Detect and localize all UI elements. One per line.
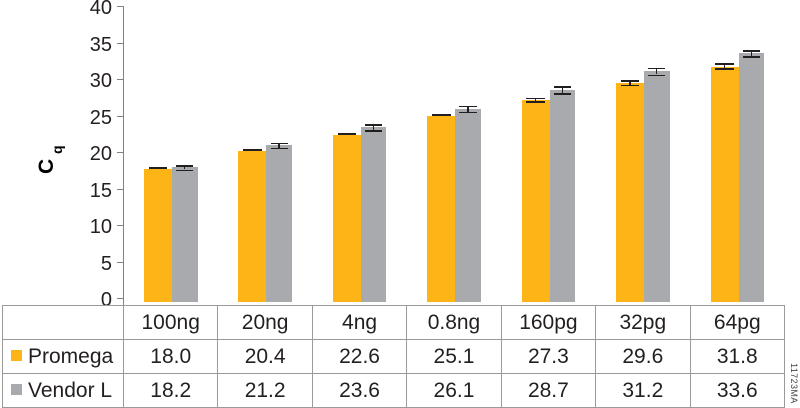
svg-text:C: C <box>35 159 58 174</box>
svg-text:q: q <box>49 145 65 154</box>
